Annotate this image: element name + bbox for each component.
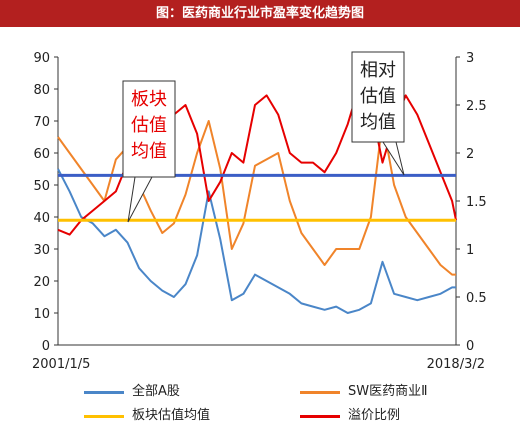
left-tick-label: 60: [33, 147, 50, 162]
x-tick-label-end: 2018/3/2: [427, 357, 485, 372]
legend-swatch: [300, 415, 340, 418]
series-line: [57, 168, 456, 314]
right-tick-label: 1.5: [466, 195, 487, 210]
left-tick-label: 70: [33, 115, 50, 130]
left-tick-label: 90: [33, 51, 50, 66]
legend-label: 板块估值均值: [132, 408, 211, 423]
left-tick-label: 50: [33, 179, 50, 194]
callout-text: 均值: [131, 141, 167, 162]
chart-svg: 0 10 20 30 40 50 60 70 80 90 0 0.5 1 1.5 2 2.5 3 2001/1/5…: [32, 51, 487, 372]
callout-box: [351, 51, 405, 143]
callout-tail: [127, 176, 153, 223]
legend-swatch: [84, 415, 124, 418]
callout-text: 估值: [131, 115, 167, 136]
left-tick-label: 80: [33, 83, 50, 98]
callout-text: 板块: [131, 89, 167, 110]
callout-text: 均值: [360, 112, 396, 133]
callout-text: 相对: [360, 60, 396, 81]
right-tick-label: 0.5: [466, 291, 487, 306]
left-tick-label: 10: [33, 307, 50, 322]
left-tick-label: 40: [33, 211, 50, 226]
right-tick-label: 2: [466, 147, 474, 162]
legend-label: 溢价比例: [348, 408, 401, 423]
callout-text: 估值: [360, 86, 396, 107]
page-title: 图：医药商业行业市盈率变化趋势图: [0, 0, 520, 27]
left-tick-label: 30: [33, 243, 50, 258]
right-tick-label: 2.5: [466, 99, 487, 114]
axes: 0 10 20 30 40 50 60 70 80 90 0 0.5 1 1.5 2 2.5 3 2001/1/5…: [32, 51, 487, 372]
annotation-callout: 板块估值均值: [122, 80, 176, 223]
left-tick-label: 20: [33, 275, 50, 290]
legend-label: SW医药商业Ⅱ: [348, 384, 428, 399]
legend-swatch: [84, 391, 124, 394]
callout-tail: [382, 141, 405, 176]
right-tick-label: 1: [466, 243, 474, 258]
legend-swatch: [300, 391, 340, 394]
right-tick-label: 0: [466, 339, 474, 354]
legend: 全部A股 SW医药商业Ⅱ 板块估值均值 溢价比例: [0, 374, 520, 434]
legend-label: 全部A股: [132, 384, 180, 399]
callout-box: [122, 80, 176, 178]
x-tick-label-start: 2001/1/5: [32, 357, 90, 372]
left-tick-label: 0: [42, 339, 50, 354]
right-tick-label: 3: [466, 51, 474, 66]
